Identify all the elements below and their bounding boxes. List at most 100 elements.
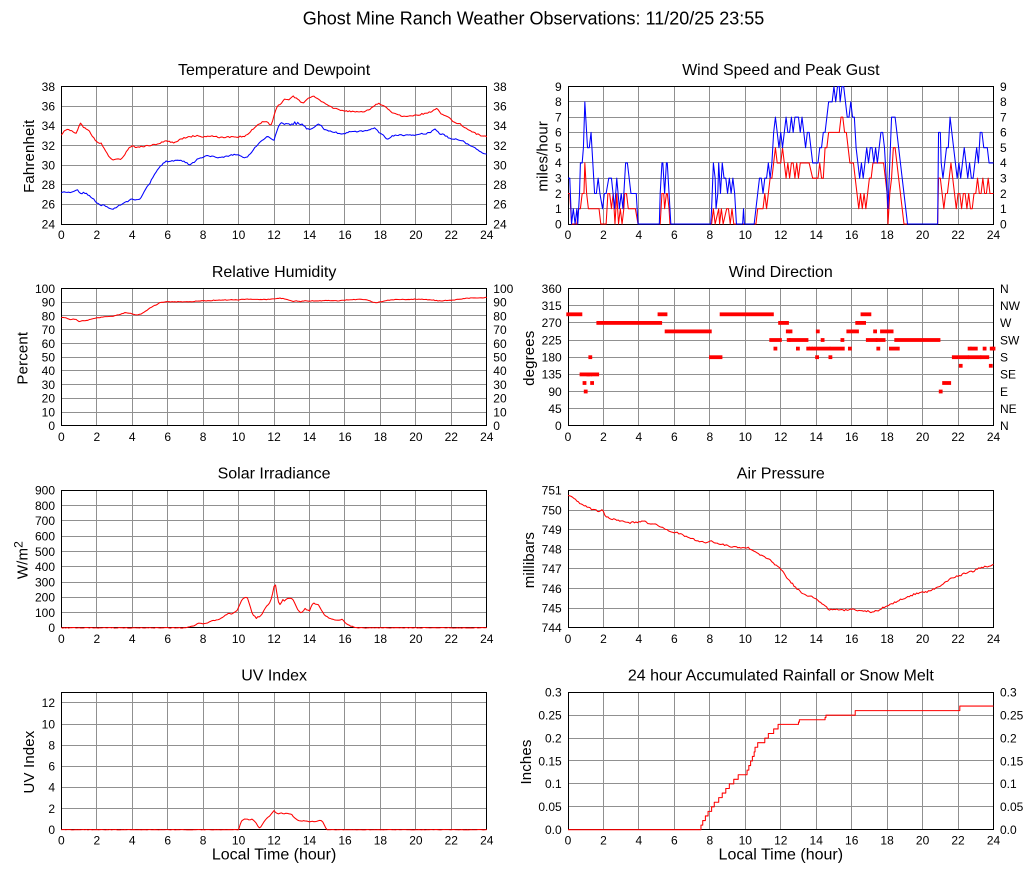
svg-text:34: 34 [42, 119, 56, 133]
svg-text:6: 6 [164, 430, 171, 444]
svg-text:7: 7 [555, 110, 562, 124]
svg-text:50: 50 [42, 351, 56, 365]
svg-text:24: 24 [987, 228, 1001, 242]
svg-text:16: 16 [338, 430, 352, 444]
svg-text:0: 0 [565, 632, 572, 646]
svg-text:0: 0 [565, 228, 572, 242]
svg-text:30: 30 [42, 158, 56, 172]
svg-text:18: 18 [374, 228, 388, 242]
svg-text:6: 6 [555, 126, 562, 140]
svg-text:6: 6 [48, 760, 55, 774]
svg-text:18: 18 [374, 834, 388, 848]
svg-text:2: 2 [555, 187, 562, 201]
svg-text:12: 12 [267, 834, 281, 848]
svg-text:26: 26 [493, 198, 507, 212]
svg-text:24: 24 [987, 632, 1001, 646]
svg-text:0.0: 0.0 [545, 823, 562, 837]
svg-text:2: 2 [600, 430, 607, 444]
svg-text:24: 24 [480, 632, 494, 646]
svg-text:SE: SE [1000, 368, 1016, 382]
svg-text:10: 10 [42, 717, 56, 731]
svg-text:22: 22 [445, 632, 459, 646]
svg-text:0.1: 0.1 [1000, 777, 1017, 791]
svg-text:2: 2 [93, 228, 100, 242]
svg-text:6: 6 [164, 834, 171, 848]
svg-text:Ghost Mine Ranch Weather Obser: Ghost Mine Ranch Weather Observations: 1… [303, 9, 765, 29]
svg-text:90: 90 [493, 296, 507, 310]
svg-text:Percent: Percent [15, 331, 32, 384]
svg-text:0.25: 0.25 [538, 709, 562, 723]
svg-text:9: 9 [1000, 80, 1007, 94]
svg-text:0: 0 [565, 834, 572, 848]
svg-text:0: 0 [493, 419, 500, 433]
svg-text:800: 800 [35, 499, 55, 513]
svg-text:18: 18 [880, 632, 894, 646]
svg-text:7: 7 [1000, 110, 1007, 124]
svg-text:18: 18 [880, 834, 894, 848]
svg-text:10: 10 [232, 430, 246, 444]
svg-text:90: 90 [548, 385, 562, 399]
svg-text:22: 22 [951, 430, 965, 444]
svg-text:16: 16 [845, 632, 859, 646]
svg-text:360: 360 [542, 282, 562, 296]
svg-text:0: 0 [58, 228, 65, 242]
svg-text:18: 18 [880, 430, 894, 444]
svg-text:0: 0 [555, 217, 562, 231]
svg-text:900: 900 [35, 484, 55, 498]
svg-text:20: 20 [916, 228, 930, 242]
svg-text:32: 32 [493, 139, 507, 153]
svg-text:0.05: 0.05 [538, 800, 562, 814]
svg-text:UV Index: UV Index [21, 730, 38, 793]
svg-text:0: 0 [48, 823, 55, 837]
svg-text:10: 10 [739, 632, 753, 646]
svg-text:90: 90 [42, 296, 56, 310]
svg-text:12: 12 [774, 228, 788, 242]
svg-text:100: 100 [35, 606, 55, 620]
svg-text:Air Pressure: Air Pressure [737, 466, 825, 483]
svg-text:4: 4 [129, 430, 136, 444]
svg-text:0.0: 0.0 [1000, 823, 1017, 837]
svg-text:36: 36 [493, 100, 507, 114]
svg-text:24: 24 [480, 430, 494, 444]
svg-text:12: 12 [42, 696, 56, 710]
svg-text:10: 10 [232, 228, 246, 242]
svg-text:2: 2 [1000, 187, 1007, 201]
svg-text:8: 8 [48, 738, 55, 752]
svg-text:0: 0 [555, 419, 562, 433]
svg-text:400: 400 [35, 560, 55, 574]
svg-text:270: 270 [542, 316, 562, 330]
svg-text:Relative Humidity: Relative Humidity [212, 264, 336, 281]
svg-text:0: 0 [48, 419, 55, 433]
svg-text:24: 24 [480, 834, 494, 848]
svg-text:2: 2 [48, 802, 55, 816]
svg-text:60: 60 [42, 337, 56, 351]
svg-text:NE: NE [1000, 402, 1017, 416]
svg-text:SW: SW [1000, 333, 1020, 347]
svg-text:38: 38 [493, 80, 507, 94]
svg-text:32: 32 [42, 139, 56, 153]
svg-text:80: 80 [42, 309, 56, 323]
svg-text:6: 6 [671, 834, 678, 848]
svg-text:600: 600 [35, 530, 55, 544]
svg-text:Wind Speed and Peak Gust: Wind Speed and Peak Gust [682, 62, 880, 79]
svg-text:8: 8 [200, 632, 207, 646]
svg-text:10: 10 [739, 834, 753, 848]
svg-text:2: 2 [600, 834, 607, 848]
svg-text:0: 0 [1000, 217, 1007, 231]
svg-text:8: 8 [706, 632, 713, 646]
svg-text:50: 50 [493, 351, 507, 365]
svg-text:38: 38 [42, 80, 56, 94]
svg-text:0.05: 0.05 [1000, 800, 1024, 814]
svg-text:30: 30 [42, 378, 56, 392]
svg-text:0.3: 0.3 [545, 686, 562, 700]
svg-text:751: 751 [542, 484, 562, 498]
svg-text:Solar Irradiance: Solar Irradiance [218, 466, 331, 483]
svg-text:748: 748 [542, 543, 562, 557]
svg-text:100: 100 [493, 282, 513, 296]
svg-text:2: 2 [93, 430, 100, 444]
svg-text:millibars: millibars [521, 532, 538, 588]
svg-text:16: 16 [845, 430, 859, 444]
svg-text:0.2: 0.2 [545, 731, 562, 745]
svg-text:30: 30 [493, 158, 507, 172]
svg-text:Wind Direction: Wind Direction [729, 264, 833, 281]
